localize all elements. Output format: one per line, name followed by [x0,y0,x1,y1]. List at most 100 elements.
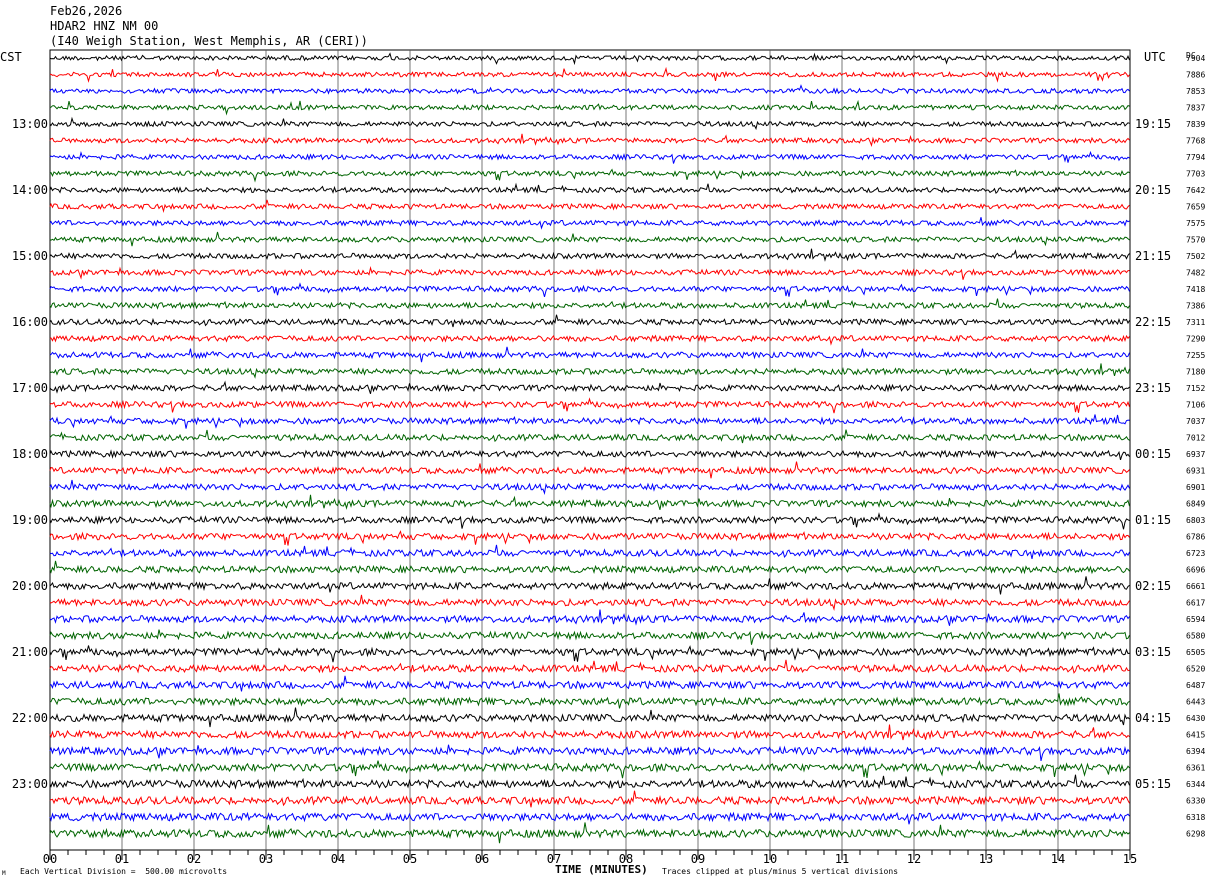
trace-line [49,314,1130,328]
right-time-label: 23:15 [1135,381,1171,395]
trace-line [49,282,1130,298]
trace-line [49,397,1130,414]
x-tick-label: 05 [403,852,417,866]
left-time-label: 22:00 [12,711,48,725]
trace-line [49,594,1130,611]
trace-line [49,479,1130,495]
left-time-label: 17:00 [12,381,48,395]
dc-offset-label: 6344 [1186,780,1205,789]
trace-line [49,248,1130,262]
dc-offset-label: 6487 [1186,681,1205,690]
dc-offset-label: 6661 [1186,582,1205,591]
dc-offset-label: 7642 [1186,186,1205,195]
dc-offset-label: 7703 [1186,170,1205,179]
trace-line [49,760,1130,779]
right-time-label: 19:15 [1135,117,1171,131]
trace-line [49,346,1130,363]
trace-line [49,724,1130,741]
trace-line [49,811,1130,825]
dc-offset-label: 7152 [1186,384,1205,393]
dc-offset-label: 7837 [1186,104,1205,113]
right-time-label: 02:15 [1135,579,1171,593]
dc-offset-label: 6803 [1186,516,1205,525]
right-time-label: 00:15 [1135,447,1171,461]
trace-line [49,744,1130,762]
x-tick-label: 07 [547,852,561,866]
x-tick-label: 01 [115,852,129,866]
dc-offset-label: 6937 [1186,450,1205,459]
dc-offset-label: 7839 [1186,120,1205,129]
left-time-label: 18:00 [12,447,48,461]
trace-line [49,133,1130,147]
dc-offset-label: 6617 [1186,599,1205,608]
right-time-label: 04:15 [1135,711,1171,725]
trace-line [49,66,1130,83]
dc-offset-label: 7904 [1186,54,1205,63]
trace-line [49,461,1130,479]
trace-line [49,363,1130,379]
dc-offset-label: 7659 [1186,203,1205,212]
x-tick-label: 06 [475,852,489,866]
dc-offset-label: 6505 [1186,648,1205,657]
x-tick-label: 09 [691,852,705,866]
trace-line [49,168,1130,183]
dc-offset-label: 7768 [1186,137,1205,146]
dc-offset-label: 7502 [1186,252,1205,261]
dc-offset-label: 6318 [1186,813,1205,822]
right-time-label: 22:15 [1135,315,1171,329]
right-zone-label: UTC [1144,50,1166,64]
trace-line [49,231,1130,247]
dc-offset-label: 6723 [1186,549,1205,558]
dc-offset-label: 7180 [1186,368,1205,377]
dc-offset-label: 6415 [1186,731,1205,740]
left-time-label: 16:00 [12,315,48,329]
header-station: HDAR2 HNZ NM 00 [50,19,159,33]
x-tick-label: 14 [1051,852,1065,866]
x-tick-label: 15 [1123,852,1137,866]
trace-line [49,380,1130,394]
dc-offset-label: 7311 [1186,318,1205,327]
x-tick-label: 04 [331,852,345,866]
dc-offset-label: 7290 [1186,335,1205,344]
left-time-label: 14:00 [12,183,48,197]
trace-line [49,822,1130,844]
x-tick-label: 02 [187,852,201,866]
trace-line [49,544,1130,560]
x-axis-label: TIME (MINUTES) [555,863,648,876]
corner-mark: M [2,870,6,877]
trace-line [49,182,1130,194]
left-time-label: 23:00 [12,777,48,791]
dc-offset-label: 6330 [1186,797,1205,806]
dc-offset-label: 7482 [1186,269,1205,278]
dc-offset-label: 6696 [1186,566,1205,575]
trace-line [49,693,1130,709]
x-tick-label: 03 [259,852,273,866]
trace-line [49,494,1130,510]
left-time-label: 15:00 [12,249,48,263]
x-tick-label: 11 [835,852,849,866]
dc-offset-label: 7012 [1186,434,1205,443]
dc-offset-label: 7794 [1186,153,1205,162]
left-time-label: 19:00 [12,513,48,527]
dc-offset-label: 6786 [1186,533,1205,542]
dc-offset-label: 7853 [1186,87,1205,96]
dc-offset-label: 7106 [1186,401,1205,410]
trace-line [49,659,1130,674]
dc-offset-label: 7037 [1186,417,1205,426]
trace-line [49,629,1130,645]
dc-offset-label: 6594 [1186,615,1205,624]
dc-offset-label: 7570 [1186,236,1205,245]
trace-line [49,217,1130,230]
trace-line [49,199,1130,214]
dc-offset-label: 7418 [1186,285,1205,294]
left-zone-label: CST [0,50,22,64]
trace-line [49,334,1130,346]
trace-line [49,790,1130,808]
dc-column-label: DC [1186,51,1196,60]
right-time-label: 21:15 [1135,249,1171,263]
scale-note: Each Vertical Division = 500.00 microvol… [20,867,228,876]
trace-line [49,707,1130,728]
dc-offset-label: 6443 [1186,698,1205,707]
trace-line [49,429,1130,444]
